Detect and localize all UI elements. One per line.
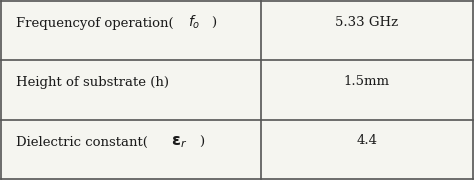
Text: Height of substrate (h): Height of substrate (h) — [16, 76, 169, 89]
Text: $\boldsymbol{\varepsilon}_{r}$: $\boldsymbol{\varepsilon}_{r}$ — [171, 134, 187, 150]
Text: Dielectric constant(: Dielectric constant( — [16, 136, 147, 148]
Text: 5.33 GHz: 5.33 GHz — [335, 15, 398, 29]
Text: $\it{f}_{o}$: $\it{f}_{o}$ — [188, 13, 200, 31]
Text: ): ) — [211, 17, 216, 30]
Text: 1.5mm: 1.5mm — [344, 75, 390, 88]
Text: Frequencyof operation(: Frequencyof operation( — [16, 17, 173, 30]
Text: ): ) — [199, 136, 204, 148]
Text: 4.4: 4.4 — [356, 134, 377, 147]
